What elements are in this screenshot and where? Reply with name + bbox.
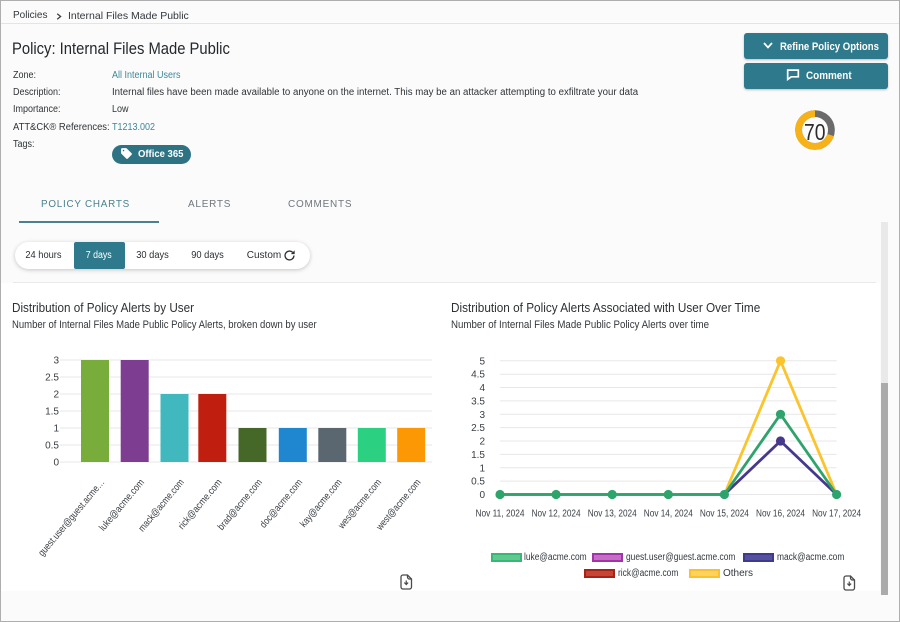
svg-text:1.5: 1.5 [471,450,485,461]
svg-text:0: 0 [479,490,485,501]
svg-text:3.5: 3.5 [471,396,485,407]
svg-text:Nov 14, 2024: Nov 14, 2024 [644,509,693,520]
svg-text:Nov 11, 2024: Nov 11, 2024 [476,509,525,520]
svg-text:0.5: 0.5 [471,477,485,488]
svg-text:4: 4 [479,383,485,394]
svg-text:Nov 13, 2024: Nov 13, 2024 [588,509,637,520]
svg-text:0: 0 [53,458,59,469]
svg-text:2.5: 2.5 [45,373,59,384]
svg-text:2: 2 [53,390,59,401]
svg-text:1.5: 1.5 [45,407,59,418]
svg-text:1: 1 [479,463,485,474]
svg-text:2.5: 2.5 [471,423,485,434]
svg-text:4.5: 4.5 [471,370,485,381]
svg-text:3: 3 [479,410,485,421]
svg-text:Nov 17, 2024: Nov 17, 2024 [812,509,861,520]
svg-text:2: 2 [479,437,485,448]
svg-text:3: 3 [53,356,59,367]
svg-text:0.5: 0.5 [45,441,59,452]
svg-text:guest.user@guest.acme…: guest.user@guest.acme… [37,477,108,558]
svg-text:Nov 15, 2024: Nov 15, 2024 [700,509,749,520]
svg-text:Nov 12, 2024: Nov 12, 2024 [532,509,581,520]
svg-text:1: 1 [53,424,59,435]
svg-text:Nov 16, 2024: Nov 16, 2024 [756,509,805,520]
svg-text:5: 5 [479,356,485,367]
